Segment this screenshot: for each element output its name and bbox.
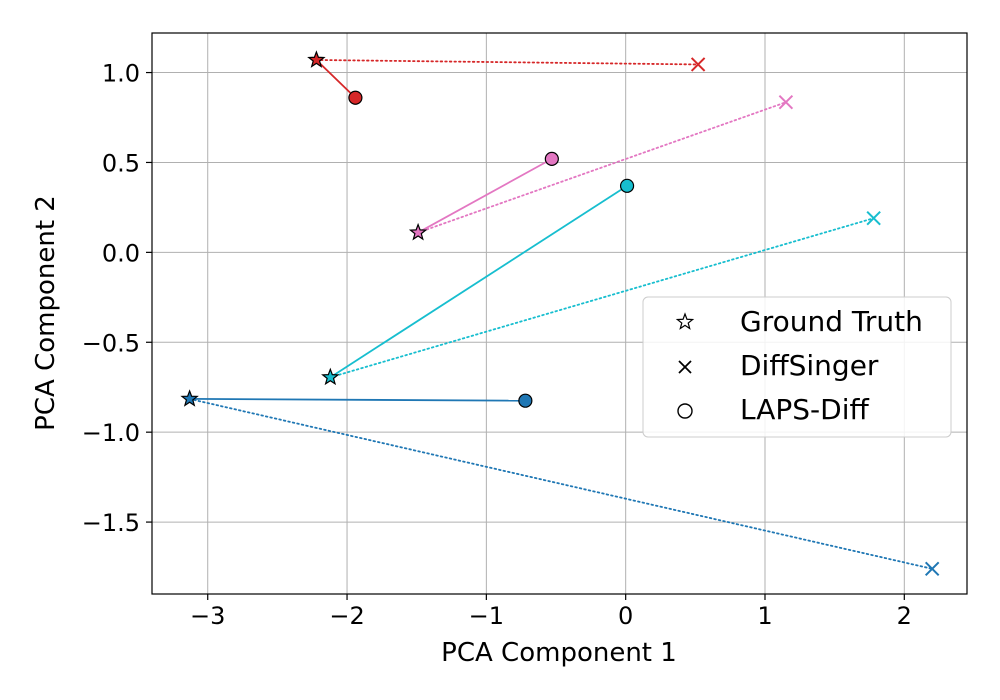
diffsinger-connector-red: [315, 59, 700, 66]
legend-label-ground-truth: Ground Truth: [740, 305, 923, 338]
laps-diff-point-cyan: [619, 178, 635, 193]
laps-diff-connector-cyan: [329, 185, 628, 379]
y-axis-label: PCA Component 2: [31, 195, 61, 431]
legend-box: [642, 296, 952, 438]
diffsinger-connector-pink: [417, 101, 787, 234]
ground-truth-point-cyan: [321, 367, 340, 386]
x-tick-label: −1: [469, 602, 504, 630]
laps-diff-point-blue: [518, 393, 533, 408]
y-tick-label: 0.0: [102, 239, 140, 267]
x-tick-label: 2: [897, 602, 912, 630]
laps-diff-connector-blue: [189, 398, 526, 402]
legend: Ground Truth DiffSinger LAPS-Diff: [642, 296, 952, 438]
laps-diff-connector-pink: [417, 158, 553, 234]
legend-label-diffsinger: DiffSinger: [740, 349, 879, 382]
ground-truth-point-blue: [180, 389, 199, 407]
laps-diff-connector-red: [315, 59, 357, 99]
ground-truth-point-red: [307, 50, 326, 68]
y-tick-label: −1.0: [82, 419, 140, 447]
ground-truth-point-pink: [408, 222, 428, 241]
x-tick-label: −2: [329, 602, 364, 630]
legend-star-icon: [675, 312, 695, 330]
y-tick-label: 1.0: [102, 60, 140, 88]
x-tick-label: 0: [618, 602, 633, 630]
diffsinger-point-cyan: [866, 210, 881, 226]
plot-frame: [151, 32, 968, 595]
diffsinger-point-blue: [924, 561, 940, 577]
legend-circle-icon: [677, 403, 693, 419]
y-tick-label: −1.5: [82, 509, 140, 537]
x-tick-label: 1: [757, 602, 772, 630]
x-tick-label: −3: [190, 602, 225, 630]
x-axis-label: PCA Component 1: [441, 638, 677, 668]
y-tick-label: −0.5: [82, 329, 140, 357]
axis-ticks: −3 −2 −1 0 1 2 −1.5 −1.0 −0.5 0.0 0.5 1.0: [82, 60, 912, 630]
laps-diff-point-red: [348, 90, 363, 105]
laps-diff-point-pink: [544, 151, 559, 166]
legend-label-laps-diff: LAPS-Diff: [740, 393, 869, 426]
diffsinger-connector-cyan: [329, 217, 875, 379]
diffsinger-connector-blue: [188, 398, 934, 570]
legend-x-icon: [678, 360, 692, 374]
y-tick-label: 0.5: [102, 149, 140, 177]
diffsinger-point-pink: [778, 95, 794, 110]
diffsinger-point-red: [690, 57, 706, 72]
connector-lines: [188, 59, 934, 570]
data-markers: [180, 50, 940, 577]
